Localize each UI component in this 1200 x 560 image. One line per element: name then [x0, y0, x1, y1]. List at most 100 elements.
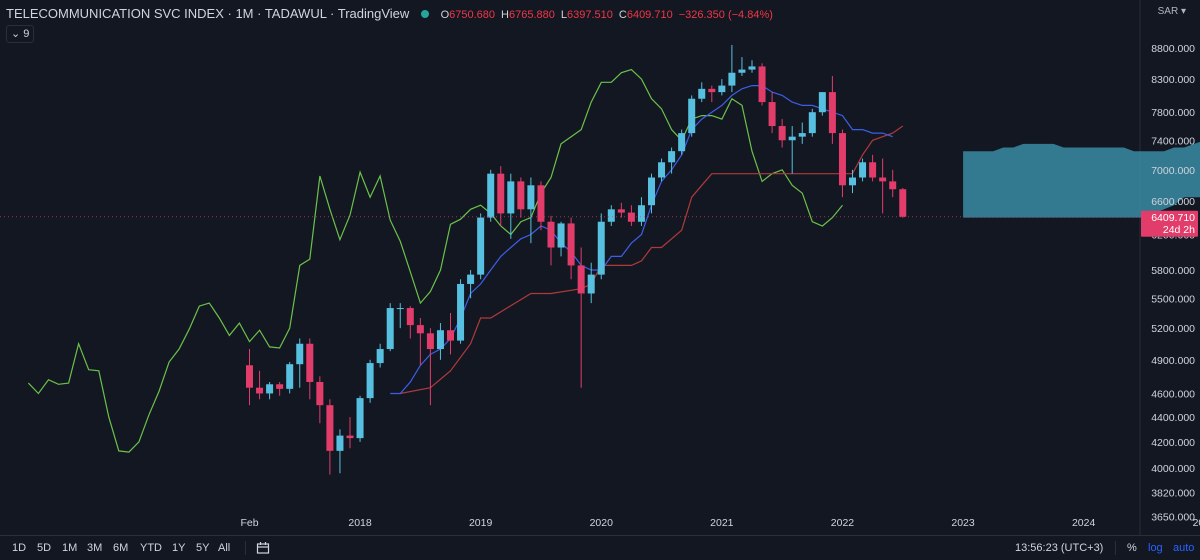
candle — [306, 338, 314, 400]
candle — [416, 318, 424, 366]
x-tick-label: Feb — [240, 517, 258, 529]
ohlc-value: 6765.880 — [508, 9, 555, 21]
candle — [527, 177, 535, 244]
y-tick-label: 3820.000 — [1151, 487, 1195, 499]
candle — [607, 205, 615, 226]
candle — [246, 349, 253, 406]
percent-toggle[interactable]: % — [1127, 542, 1137, 554]
chevron-icon: ⌄ — [11, 28, 21, 40]
candle — [537, 181, 545, 231]
candle — [577, 247, 585, 388]
y-tick-label: 5500.000 — [1151, 293, 1195, 305]
price-tag-countdown: 24d 2h — [1163, 224, 1195, 236]
candle — [457, 279, 465, 344]
x-tick-label: 2022 — [831, 517, 855, 529]
clock-time[interactable]: 13:56:23 (UTC+3) — [1015, 542, 1104, 554]
timeframe-1m[interactable]: 1M — [62, 542, 78, 554]
currency-label: SAR — [1157, 6, 1179, 17]
base-line — [400, 125, 904, 395]
candle — [808, 108, 816, 137]
timeframe-5d[interactable]: 5D — [37, 542, 52, 554]
candle — [447, 313, 454, 355]
price-tag: 6409.710 24d 2h — [1141, 210, 1198, 237]
candle — [266, 381, 274, 400]
candle — [436, 323, 444, 360]
timeframe-all[interactable]: All — [218, 542, 231, 554]
candle — [497, 166, 505, 226]
candle — [778, 119, 786, 148]
x-tick-label: 2020 — [590, 517, 614, 529]
auto-toggle[interactable]: auto — [1173, 542, 1195, 554]
x-tick-label: 2023 — [951, 517, 975, 529]
y-tick-label: 7800.000 — [1151, 107, 1195, 119]
y-tick-label: 4000.000 — [1151, 463, 1195, 475]
y-tick-label: 4600.000 — [1151, 388, 1195, 400]
candle — [366, 359, 374, 403]
y-tick-label: 6600.000 — [1151, 196, 1195, 208]
ohlc-value: −326.350 (−4.84%) — [678, 9, 773, 21]
bottom-toolbar: 1D 5D 1M 3M 6M YTD 1Y 5Y All 13:56:23 (UTC+3) % … — [0, 535, 1200, 560]
y-tick-label: 4200.000 — [1151, 437, 1195, 449]
candle — [768, 92, 776, 134]
currency-selector[interactable]: SAR ▾ — [1158, 6, 1186, 17]
indicator-count: 9 — [23, 28, 30, 40]
candle — [286, 361, 294, 394]
symbol-title[interactable]: TELECOMMUNICATION SVC INDEX · 1M · TADAW… — [6, 6, 410, 21]
price-chart[interactable]: 8800.000 8300.000 7800.000 7400.000 7000.000… — [0, 0, 1200, 535]
candle — [547, 215, 555, 266]
candle — [668, 147, 676, 174]
chart-header: TELECOMMUNICATION SVC INDEX · 1M · TADAW… — [6, 5, 779, 23]
candle — [879, 158, 887, 214]
ohlc-value: 6750.680 — [449, 9, 496, 21]
candle — [718, 79, 726, 96]
candle — [336, 429, 344, 474]
candle — [316, 376, 324, 424]
y-tick-label: 7000.000 — [1151, 165, 1195, 177]
ichimoku-cloud — [963, 141, 1200, 218]
indicator-badge[interactable]: ⌄ 9 — [6, 25, 35, 43]
candle — [276, 381, 284, 396]
candle — [477, 213, 485, 280]
x-tick-label: 2025 — [1193, 517, 1200, 529]
timeframe-1d[interactable]: 1D — [12, 542, 27, 554]
date-range-icon[interactable] — [256, 536, 270, 560]
candle — [597, 213, 605, 280]
candle — [828, 75, 836, 144]
candle — [487, 169, 495, 222]
candle — [296, 338, 304, 388]
candle — [748, 60, 756, 73]
y-tick-label: 7400.000 — [1151, 135, 1195, 147]
timeframe-6m[interactable]: 6M — [113, 542, 129, 554]
candle — [346, 417, 354, 449]
y-tick-label: 5200.000 — [1151, 323, 1195, 335]
lagging-span-line — [27, 68, 843, 453]
candle — [326, 399, 334, 475]
y-tick-label: 3650.000 — [1151, 512, 1195, 524]
candle — [658, 158, 666, 182]
log-toggle[interactable]: log — [1148, 542, 1163, 554]
y-tick-label: 5800.000 — [1151, 265, 1195, 277]
candle — [356, 395, 364, 442]
ohlc-legend: O6750.680 H6765.880 L6397.510 C6409.710 −326… — [441, 9, 779, 21]
ohlc-key: L — [560, 9, 567, 21]
candle — [688, 95, 696, 137]
candle — [426, 328, 434, 406]
candle — [396, 303, 404, 329]
candle — [838, 129, 846, 198]
candle — [758, 63, 766, 106]
ohlc-key: O — [440, 9, 450, 21]
candle — [869, 154, 877, 182]
timeframe-1y[interactable]: 1Y — [172, 542, 186, 554]
candle — [406, 306, 414, 339]
ohlc-value: 6409.710 — [626, 9, 673, 21]
candle — [738, 57, 746, 76]
ohlc-value: 6397.510 — [566, 9, 613, 21]
timeframe-ytd[interactable]: YTD — [140, 542, 162, 554]
candle — [899, 187, 907, 218]
candle — [698, 82, 706, 103]
candle — [728, 44, 736, 93]
candle — [678, 129, 686, 155]
timeframe-5y[interactable]: 5Y — [196, 542, 210, 554]
timeframe-3m[interactable]: 3M — [87, 542, 103, 554]
candle — [386, 303, 394, 352]
